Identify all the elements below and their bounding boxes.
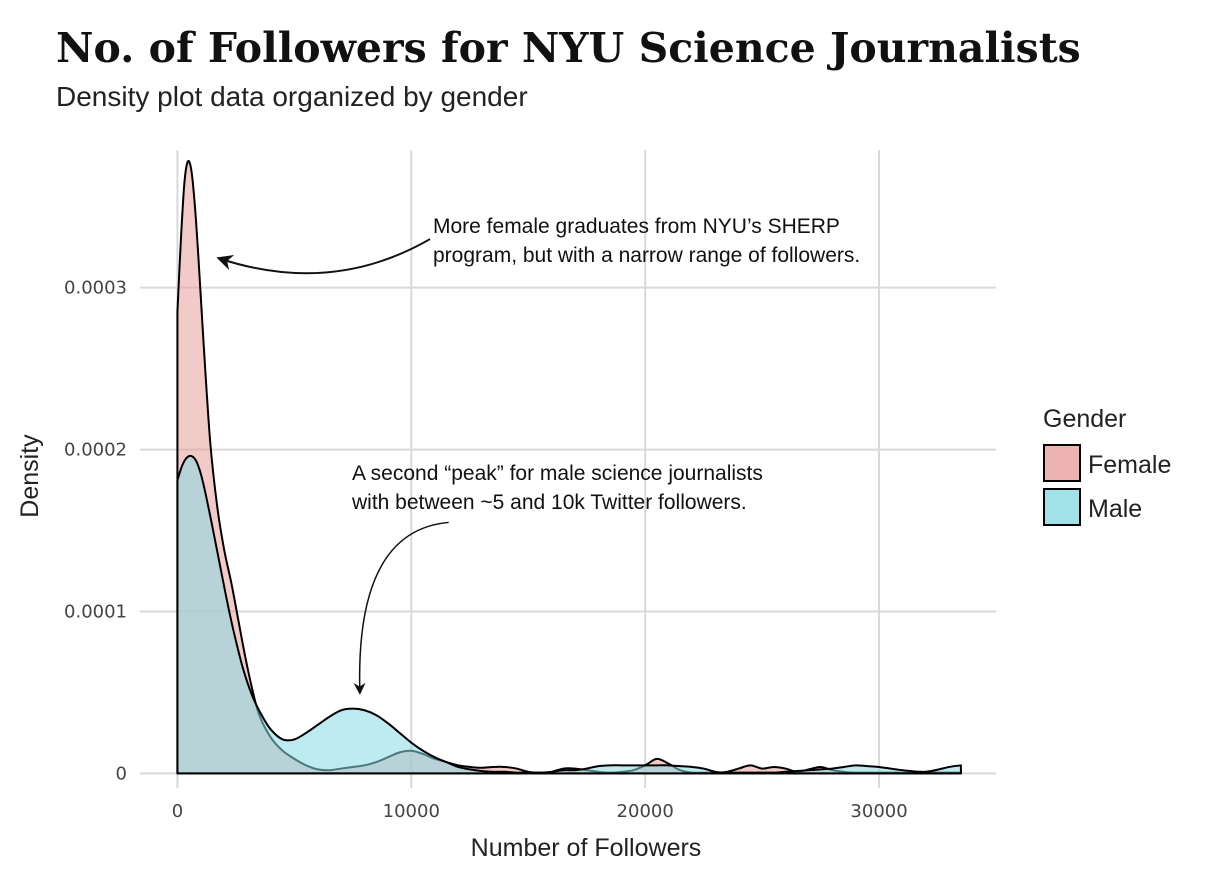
y-tick-label: 0: [116, 763, 127, 784]
legend-swatch-male: [1043, 488, 1081, 526]
y-tick-label: 0.0001: [64, 601, 127, 622]
annotation-text: A second “peak” for male science journal…: [352, 462, 763, 485]
y-axis-label: Density: [16, 434, 44, 518]
legend-swatch-female: [1043, 444, 1081, 482]
annotation-text: with between ~5 and 10k Twitter follower…: [351, 491, 747, 514]
chart-title: No. of Followers for NYU Science Journal…: [56, 24, 1081, 72]
legend: Gender Female Male: [1043, 405, 1171, 526]
x-axis-label: Number of Followers: [471, 834, 702, 862]
annotation-text: program, but with a narrow range of foll…: [433, 244, 860, 267]
y-tick-label: 0.0003: [64, 278, 127, 299]
x-tick-label: 10000: [383, 801, 440, 822]
x-tick-label: 30000: [850, 801, 907, 822]
legend-label-female: Female: [1088, 451, 1171, 479]
density-areas: [176, 159, 962, 775]
annotation-text: More female graduates from NYU’s SHERP: [433, 215, 840, 238]
tick-labels: 0 10000 20000 30000 0 0.0001 0.0002 0.0003: [64, 278, 908, 822]
legend-title: Gender: [1043, 405, 1126, 433]
density-area-male: [176, 454, 962, 775]
annotation-arrow: [353, 521, 449, 695]
annotation-arrow: [216, 238, 431, 275]
legend-label-male: Male: [1088, 495, 1142, 523]
y-tick-label: 0.0002: [64, 440, 127, 461]
x-tick-label: 20000: [617, 801, 674, 822]
annotations: More female graduates from NYU’s SHERP pr…: [216, 215, 860, 695]
chart-subtitle: Density plot data organized by gender: [56, 81, 528, 112]
x-tick-label: 0: [172, 801, 183, 822]
